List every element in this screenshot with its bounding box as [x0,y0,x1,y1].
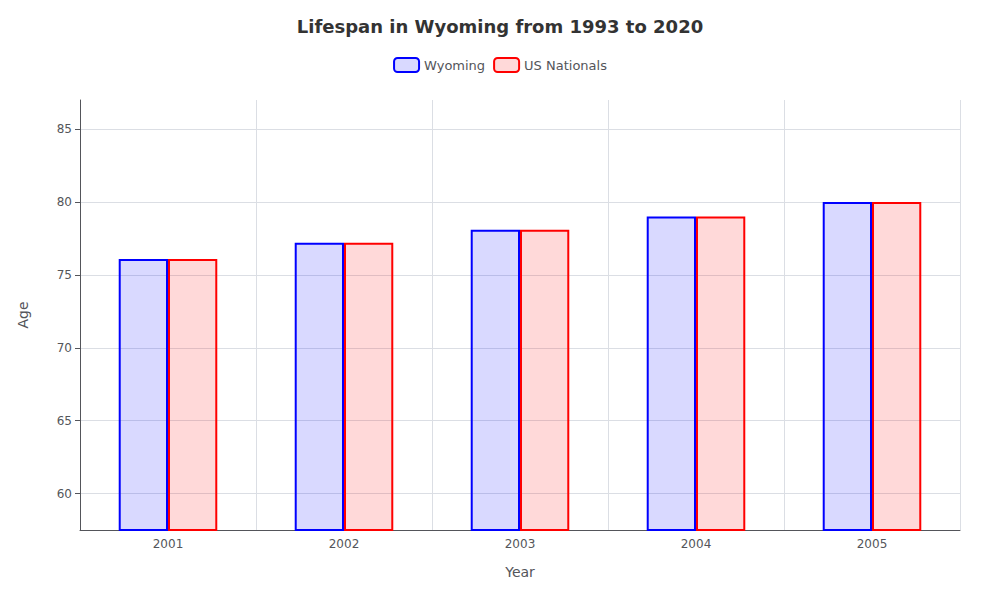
svg-text:Year: Year [504,564,535,580]
svg-text:65: 65 [57,414,72,428]
svg-text:2005: 2005 [857,537,888,551]
svg-text:US Nationals: US Nationals [524,58,607,73]
svg-text:Wyoming: Wyoming [424,58,485,73]
svg-text:75: 75 [57,268,72,282]
svg-text:80: 80 [57,195,72,209]
svg-text:2004: 2004 [681,537,712,551]
svg-text:Age: Age [15,301,31,328]
svg-text:85: 85 [57,122,72,136]
svg-text:Lifespan in Wyoming from 1993: Lifespan in Wyoming from 1993 to 2020 [297,16,703,37]
svg-text:2003: 2003 [505,537,536,551]
svg-text:60: 60 [57,487,72,501]
svg-text:2002: 2002 [329,537,360,551]
svg-text:2001: 2001 [153,537,184,551]
svg-text:70: 70 [57,341,72,355]
